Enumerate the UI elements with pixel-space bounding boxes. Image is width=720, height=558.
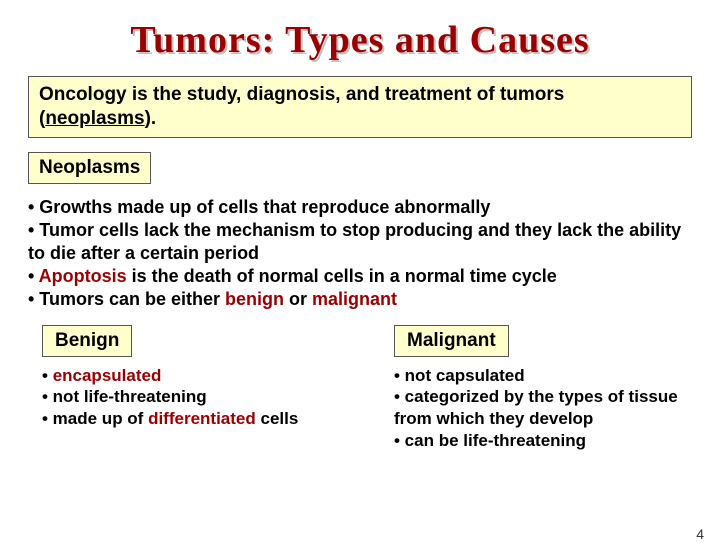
bullet-item: • Apoptosis is the death of normal cells… xyxy=(28,265,692,288)
bullet-suffix: cells xyxy=(256,409,299,428)
bullet-item: • not life-threatening xyxy=(42,386,340,408)
malignant-label: Malignant xyxy=(394,325,509,357)
benign-label: Benign xyxy=(42,325,132,357)
bullet-item: • encapsulated xyxy=(42,365,340,387)
two-column-section: Benign • encapsulated • not life-threate… xyxy=(28,325,692,452)
slide-title: Tumors: Types and Causes xyxy=(0,18,720,62)
term-apoptosis: Apoptosis xyxy=(39,266,127,286)
bullet-prefix: • xyxy=(42,366,53,385)
neoplasms-label: Neoplasms xyxy=(28,152,151,184)
bullet-item: • made up of differentiated cells xyxy=(42,408,340,430)
bullet-item: • Tumors can be either benign or maligna… xyxy=(28,288,692,311)
term-malignant: malignant xyxy=(312,289,397,309)
bullet-prefix: • made up of xyxy=(42,409,148,428)
main-bullets: • Growths made up of cells that reproduc… xyxy=(28,196,692,311)
intro-text-suffix: ). xyxy=(145,108,157,129)
intro-box: Oncology is the study, diagnosis, and tr… xyxy=(28,76,692,138)
benign-bullets: • encapsulated • not life-threatening • … xyxy=(42,365,340,430)
bullet-suffix: is the death of normal cells in a normal… xyxy=(127,266,557,286)
intro-underlined-term: neoplasms xyxy=(45,108,144,129)
malignant-column: Malignant • not capsulated • categorized… xyxy=(380,325,692,452)
bullet-item: • can be life-threatening xyxy=(394,430,692,452)
term-differentiated: differentiated xyxy=(148,409,256,428)
term-encapsulated: encapsulated xyxy=(53,366,162,385)
bullet-mid: or xyxy=(284,289,312,309)
bullet-item: • not capsulated xyxy=(394,365,692,387)
bullet-item: • Tumor cells lack the mechanism to stop… xyxy=(28,219,692,265)
bullet-prefix: • Tumors can be either xyxy=(28,289,225,309)
term-benign: benign xyxy=(225,289,284,309)
malignant-bullets: • not capsulated • categorized by the ty… xyxy=(394,365,692,452)
bullet-prefix: • xyxy=(28,266,39,286)
bullet-item: • Growths made up of cells that reproduc… xyxy=(28,196,692,219)
benign-column: Benign • encapsulated • not life-threate… xyxy=(28,325,340,452)
bullet-item: • categorized by the types of tissue fro… xyxy=(394,386,692,430)
